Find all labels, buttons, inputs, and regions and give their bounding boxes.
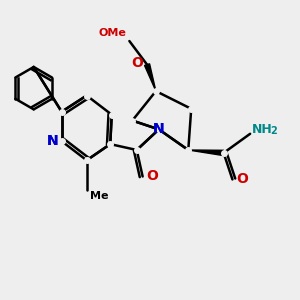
Text: NH: NH: [252, 123, 272, 136]
Polygon shape: [145, 64, 156, 91]
Text: O: O: [236, 172, 248, 186]
Text: O: O: [132, 56, 143, 70]
Text: N: N: [153, 122, 165, 136]
Polygon shape: [188, 150, 224, 156]
Text: N: N: [46, 134, 58, 148]
Text: N: N: [153, 122, 165, 136]
Text: 2: 2: [271, 126, 278, 136]
Text: N: N: [46, 134, 58, 148]
Text: Me: Me: [90, 191, 108, 201]
Text: O: O: [146, 169, 158, 184]
Text: OMe: OMe: [99, 28, 126, 38]
